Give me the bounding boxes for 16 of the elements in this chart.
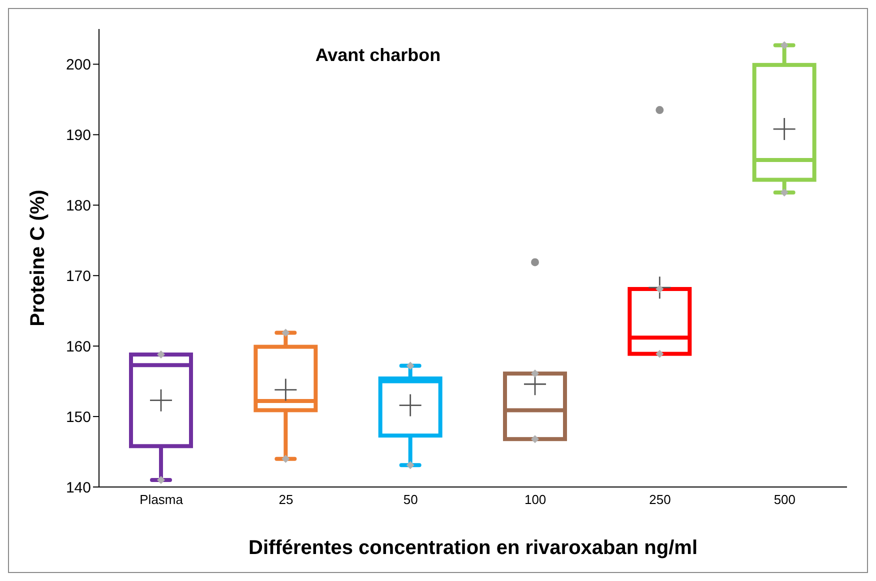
y-tick-label: 180 <box>66 197 91 214</box>
x-tick-label: 500 <box>774 492 796 508</box>
x-axis-title: Différentes concentration en rivaroxaban ng/ml <box>248 537 698 559</box>
text: Avant charbon <box>315 45 441 65</box>
y-tick-label: 200 <box>66 56 91 74</box>
y-tick-label: 190 <box>66 127 91 144</box>
x-tick-label: 25 <box>278 492 294 508</box>
y-tick-label: 160 <box>66 338 91 356</box>
x-tick-label: 100 <box>524 492 546 508</box>
y-tick-label: 140 <box>66 479 91 496</box>
y-axis-title: Proteine C (%) <box>27 190 50 326</box>
x-tick-label: 50 <box>403 492 418 508</box>
x-tick-label: 250 <box>649 492 671 508</box>
y-tick-label: 170 <box>66 268 91 285</box>
x-tick-label: Plasma <box>140 492 184 508</box>
y-tick-label: 150 <box>66 408 91 426</box>
